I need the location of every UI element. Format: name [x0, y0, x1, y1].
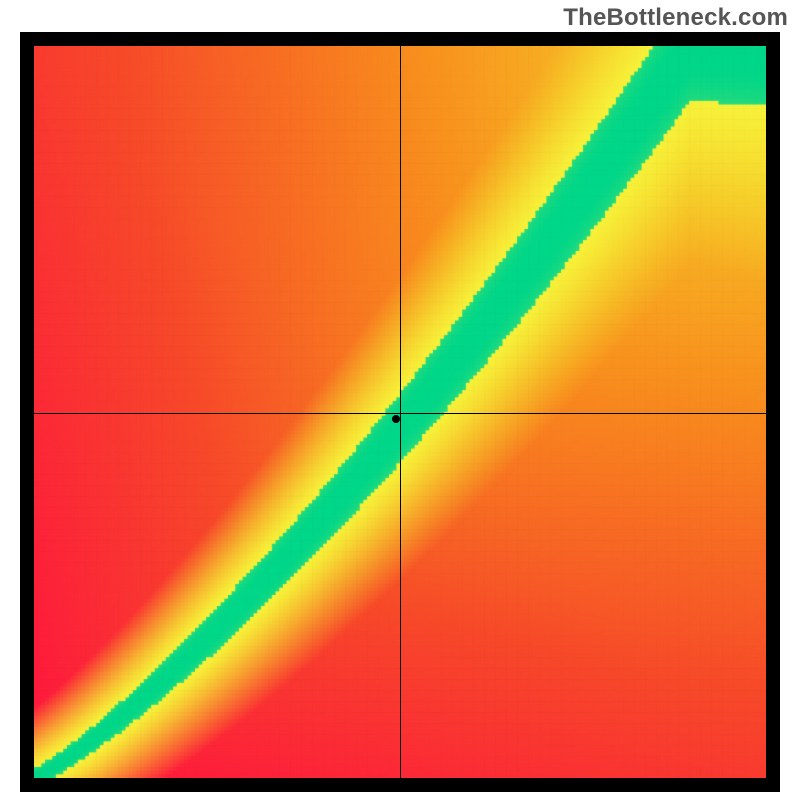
- crosshair-horizontal: [34, 413, 766, 414]
- watermark-text: TheBottleneck.com: [563, 4, 788, 32]
- chart-frame: [20, 32, 780, 792]
- root: TheBottleneck.com: [0, 0, 800, 800]
